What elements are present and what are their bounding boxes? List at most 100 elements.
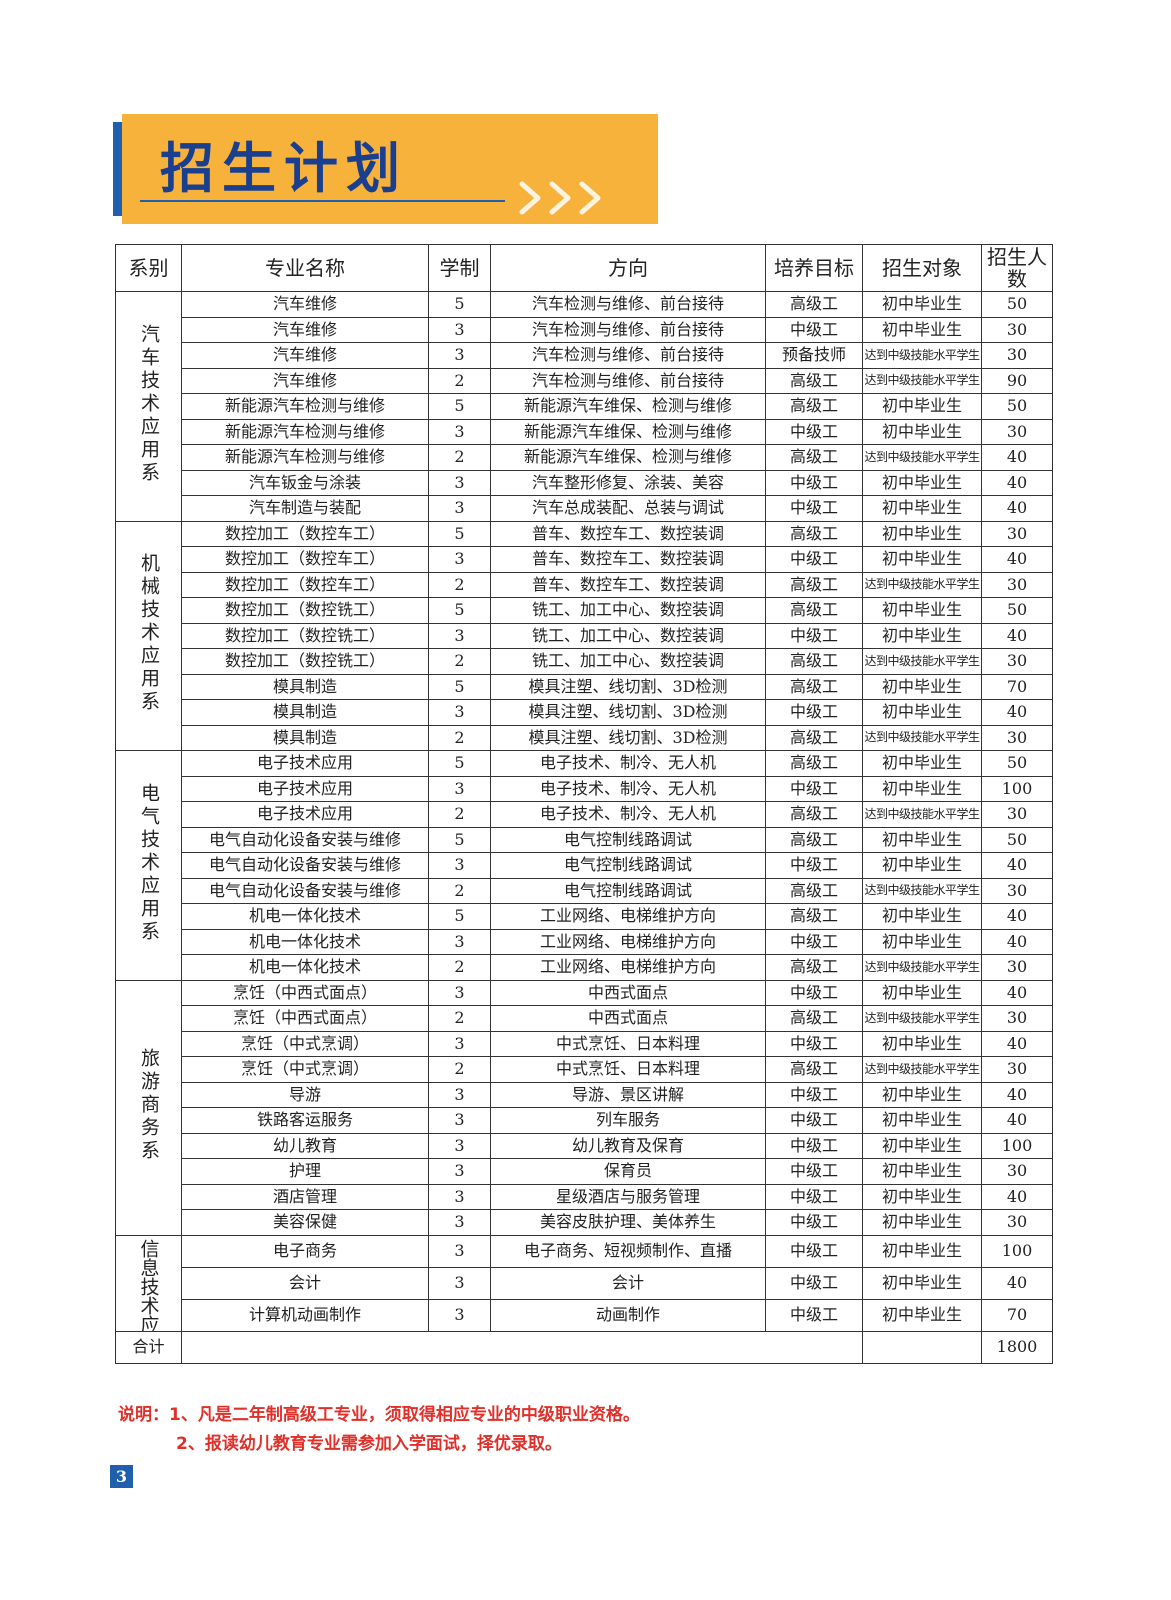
table-row: 汽车维修 3 汽车检测与维修、前台接待 中级工 初中毕业生 30 <box>116 316 1053 343</box>
direction: 普车、数控车工、数控装调 <box>490 546 766 573</box>
enrollment-table: 系别 专业名称 学制 方向 培养目标 招生对象 招生人数 汽车技术应用系 汽车维修 5 汽车检测与… <box>115 244 1053 1364</box>
training-goal: 高级工 <box>765 954 863 981</box>
target-students: 达到中级技能水平学生 <box>862 648 982 675</box>
total-blank <box>181 1330 863 1364</box>
direction: 保育员 <box>490 1158 766 1185</box>
major: 美容保健 <box>181 1209 429 1236</box>
table-row: 数控加工（数控铣工） 2 铣工、加工中心、数控装调 高级工 达到中级技能水平学生 30 <box>116 648 1053 675</box>
direction: 模具注塑、线切割、3D检测 <box>490 724 766 751</box>
duration: 2 <box>428 877 491 904</box>
major: 电子技术应用 <box>181 775 429 802</box>
major: 汽车维修 <box>181 316 429 343</box>
major: 汽车维修 <box>181 367 429 394</box>
banner <box>122 114 658 224</box>
enrollment: 50 <box>981 750 1053 777</box>
major: 模具制造 <box>181 724 429 751</box>
department: 电气技术应用系 <box>137 782 160 944</box>
direction: 汽车检测与维修、前台接待 <box>490 316 766 343</box>
target-students: 达到中级技能水平学生 <box>862 342 982 369</box>
target-students: 达到中级技能水平学生 <box>862 877 982 904</box>
training-goal: 高级工 <box>765 520 863 547</box>
duration: 5 <box>428 393 491 420</box>
direction: 中式烹饪、日本料理 <box>490 1056 766 1083</box>
target-students: 初中毕业生 <box>862 1209 982 1236</box>
major: 新能源汽车检测与维修 <box>181 418 429 445</box>
direction: 铣工、加工中心、数控装调 <box>490 622 766 649</box>
training-goal: 高级工 <box>765 673 863 700</box>
major: 电子技术应用 <box>181 801 429 828</box>
total-row: 合计 1800 <box>115 1330 1053 1364</box>
major: 数控加工（数控车工） <box>181 571 429 598</box>
direction: 汽车总成装配、总装与调试 <box>490 495 766 522</box>
duration: 3 <box>428 1183 491 1210</box>
training-goal: 预备技师 <box>765 342 863 369</box>
enrollment: 70 <box>981 1298 1053 1332</box>
table-row: 烹饪（中式烹调） 2 中式烹饪、日本料理 高级工 达到中级技能水平学生 30 <box>116 1056 1053 1083</box>
table-row: 烹饪（中西式面点） 2 中西式面点 高级工 达到中级技能水平学生 30 <box>116 1005 1053 1032</box>
column-header: 培养目标 <box>765 244 863 292</box>
enrollment: 30 <box>981 1209 1053 1236</box>
table-row: 汽车维修 2 汽车检测与维修、前台接待 高级工 达到中级技能水平学生 90 <box>116 367 1053 394</box>
major: 汽车制造与装配 <box>181 495 429 522</box>
enrollment: 40 <box>981 495 1053 522</box>
training-goal: 中级工 <box>765 316 863 343</box>
target-students: 初中毕业生 <box>862 979 982 1006</box>
target-students: 初中毕业生 <box>862 1183 982 1210</box>
target-students: 初中毕业生 <box>862 316 982 343</box>
training-goal: 中级工 <box>765 1107 863 1134</box>
training-goal: 中级工 <box>765 1234 863 1268</box>
training-goal: 高级工 <box>765 597 863 624</box>
training-goal: 中级工 <box>765 1081 863 1108</box>
enrollment: 40 <box>981 979 1053 1006</box>
target-students: 初中毕业生 <box>862 546 982 573</box>
direction: 中西式面点 <box>490 1005 766 1032</box>
table-row: 汽车钣金与涂装 3 汽车整形修复、涂装、美容 中级工 初中毕业生 40 <box>116 469 1053 496</box>
major: 新能源汽车检测与维修 <box>181 393 429 420</box>
direction: 美容皮肤护理、美体养生 <box>490 1209 766 1236</box>
training-goal: 中级工 <box>765 1209 863 1236</box>
enrollment: 40 <box>981 1266 1053 1300</box>
duration: 3 <box>428 469 491 496</box>
target-students: 初中毕业生 <box>862 469 982 496</box>
target-students: 达到中级技能水平学生 <box>862 367 982 394</box>
major: 机电一体化技术 <box>181 954 429 981</box>
total-value: 1800 <box>981 1330 1053 1364</box>
enrollment: 40 <box>981 444 1053 471</box>
training-goal: 中级工 <box>765 699 863 726</box>
direction: 新能源汽车维保、检测与维修 <box>490 444 766 471</box>
training-goal: 高级工 <box>765 903 863 930</box>
major: 烹饪（中西式面点） <box>181 979 429 1006</box>
duration: 3 <box>428 622 491 649</box>
column-header: 学制 <box>428 244 491 292</box>
table-row: 电气技术应用系 电子技术应用 5 电子技术、制冷、无人机 高级工 初中毕业生 50 <box>115 750 1053 981</box>
column-header: 方向 <box>490 244 766 292</box>
column-header: 系别 <box>115 244 182 292</box>
duration: 5 <box>428 826 491 853</box>
target-students: 达到中级技能水平学生 <box>862 1056 982 1083</box>
major: 新能源汽车检测与维修 <box>181 444 429 471</box>
duration: 3 <box>428 546 491 573</box>
direction: 汽车整形修复、涂装、美容 <box>490 469 766 496</box>
target-students: 初中毕业生 <box>862 1081 982 1108</box>
enrollment: 40 <box>981 1081 1053 1108</box>
table-row: 幼儿教育 3 幼儿教育及保育 中级工 初中毕业生 100 <box>116 1132 1053 1159</box>
table-row: 汽车制造与装配 3 汽车总成装配、总装与调试 中级工 初中毕业生 40 <box>116 495 1053 522</box>
enrollment: 30 <box>981 520 1053 547</box>
table-row: 模具制造 5 模具注塑、线切割、3D检测 高级工 初中毕业生 70 <box>116 673 1053 700</box>
major: 汽车维修 <box>181 291 429 318</box>
major: 电子商务 <box>181 1234 429 1268</box>
department-cell: 机械技术应用系 <box>115 520 182 751</box>
enrollment: 70 <box>981 673 1053 700</box>
chevrons <box>519 181 601 215</box>
table-row: 模具制造 3 模具注塑、线切割、3D检测 中级工 初中毕业生 40 <box>116 699 1053 726</box>
table-row: 美容保健 3 美容皮肤护理、美体养生 中级工 初中毕业生 30 <box>116 1209 1053 1236</box>
department: 机械技术应用系 <box>137 553 160 715</box>
enrollment: 30 <box>981 1158 1053 1185</box>
major: 电气自动化设备安装与维修 <box>181 852 429 879</box>
target-students: 达到中级技能水平学生 <box>862 1005 982 1032</box>
target-students: 初中毕业生 <box>862 520 982 547</box>
page-number: 3 <box>110 1465 133 1488</box>
training-goal: 中级工 <box>765 1298 863 1332</box>
duration: 3 <box>428 775 491 802</box>
training-goal: 高级工 <box>765 1056 863 1083</box>
